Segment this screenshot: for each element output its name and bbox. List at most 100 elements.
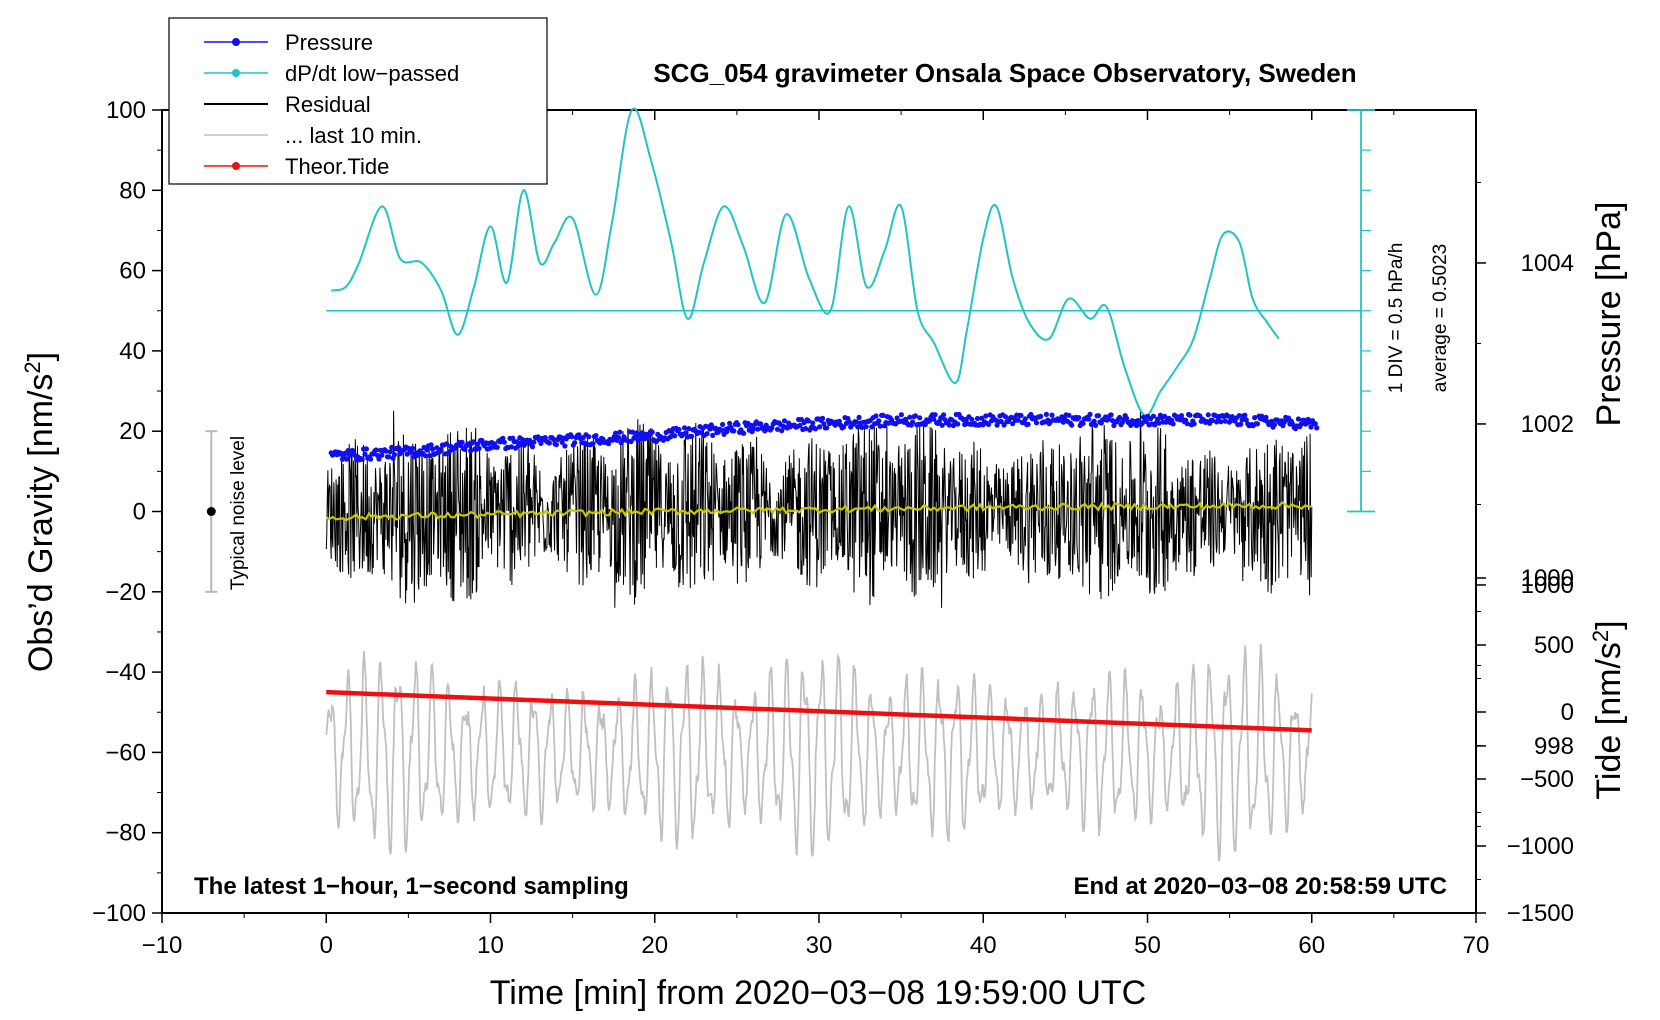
pressure-point	[979, 415, 985, 421]
dpdt-scale	[1347, 109, 1376, 513]
pressure-point	[917, 415, 923, 421]
pressure-point	[821, 421, 827, 427]
pressure-point	[855, 424, 861, 430]
pressure-point	[514, 439, 520, 445]
pressure-point	[932, 412, 938, 418]
pressure-point	[986, 421, 992, 427]
pressure-point	[427, 453, 433, 459]
pressure-point	[422, 453, 429, 459]
noise-level-bar	[205, 430, 218, 593]
pressure-point	[710, 432, 716, 438]
pressure-point	[551, 436, 557, 442]
x-tick-label: 60	[1298, 932, 1325, 959]
tide-tick-label: 1000	[1521, 565, 1574, 592]
pressure-tick-label: 998	[1534, 733, 1574, 760]
pressure-point	[863, 424, 869, 430]
pressure-point	[1184, 421, 1190, 427]
pressure-point	[1170, 421, 1176, 427]
pressure-point	[689, 433, 695, 439]
pressure-point	[529, 444, 536, 450]
pressure-point	[735, 422, 741, 428]
pressure-point	[373, 447, 379, 453]
pressure-point	[1002, 414, 1009, 420]
pressure-point	[1033, 420, 1040, 426]
pressure-point	[649, 429, 655, 435]
pressure-point	[520, 437, 526, 443]
pressure-point	[546, 440, 553, 446]
tide-tick-label: 500	[1534, 632, 1574, 659]
x-tick-label: 20	[641, 932, 668, 959]
pressure-point	[368, 456, 374, 462]
pressure-point	[597, 440, 603, 446]
y-tick-label: −100	[92, 900, 146, 927]
footer-right: End at 2020−03−08 20:58:59 UTC	[1073, 873, 1447, 900]
pressure-point	[1243, 417, 1249, 423]
y-axis-label-gravity: Obs’d Gravity [nm/s2]	[20, 352, 60, 672]
pressure-point	[803, 426, 809, 432]
y-tick-label: −80	[105, 820, 146, 847]
pressure-point	[617, 429, 623, 435]
pressure-point	[880, 412, 886, 418]
pressure-point	[383, 448, 389, 454]
pressure-point	[408, 449, 414, 455]
pressure-point	[1156, 420, 1162, 426]
pressure-point	[1080, 420, 1086, 427]
x-tick-label: 10	[477, 932, 504, 959]
x-axis: −10 0 10 20 30 40 50 60 70	[142, 110, 1489, 959]
series-last-10-min	[325, 643, 1313, 862]
pressure-point	[553, 442, 560, 448]
pressure-point	[410, 445, 416, 451]
pressure-tick-label: 1002	[1521, 411, 1574, 438]
pressure-point	[562, 443, 568, 449]
legend-label: Theor.Tide	[285, 154, 389, 179]
pressure-point	[817, 424, 823, 430]
pressure-point	[686, 426, 692, 432]
pressure-point	[438, 446, 444, 452]
legend: Pressure dP/dt low−passed Residual ... last…	[168, 17, 548, 185]
pressure-point	[1238, 421, 1244, 427]
pressure-point	[386, 454, 392, 460]
pressure-point	[1314, 425, 1320, 431]
pressure-point	[912, 413, 919, 419]
pressure-point	[1162, 413, 1168, 419]
pressure-point	[1214, 419, 1220, 425]
noise-bar-dot	[206, 507, 216, 516]
pressure-point	[812, 426, 819, 432]
legend-label: Pressure	[285, 30, 373, 55]
x-tick-label: 30	[806, 932, 833, 959]
legend-box	[168, 17, 548, 185]
pressure-point	[593, 433, 599, 439]
pressure-point	[1178, 413, 1185, 419]
tide-tick-label: −1500	[1507, 900, 1574, 927]
pressure-point	[824, 425, 830, 431]
pressure-point	[720, 421, 726, 428]
pressure-point	[1093, 422, 1099, 428]
legend-label: dP/dt low−passed	[285, 61, 459, 86]
pressure-point	[841, 424, 847, 430]
pressure-point	[1076, 415, 1082, 421]
pressure-point	[974, 415, 981, 422]
residual-mean-line	[326, 501, 1312, 522]
noise-level-label: Typical noise level	[228, 436, 249, 590]
pressure-point	[613, 430, 619, 436]
pressure-point	[1025, 421, 1031, 427]
y-axis-label-tide: Tide [nm/s2]	[1588, 620, 1628, 799]
y-tick-label: 60	[119, 258, 146, 285]
pressure-point	[1254, 421, 1261, 427]
pressure-point	[704, 431, 710, 437]
pressure-point	[363, 446, 369, 452]
pressure-point	[1191, 421, 1197, 427]
pressure-point	[1225, 413, 1231, 419]
pressure-point	[969, 416, 975, 422]
pressure-point	[707, 426, 713, 432]
series-residual	[325, 410, 1313, 608]
pressure-point	[931, 416, 937, 422]
pressure-point	[941, 412, 947, 418]
pressure-point	[1108, 412, 1114, 418]
pressure-point	[810, 420, 816, 426]
x-tick-label: 40	[970, 932, 997, 959]
pressure-point	[572, 440, 578, 446]
pressure-point	[1066, 412, 1072, 418]
pressure-point	[769, 425, 775, 431]
